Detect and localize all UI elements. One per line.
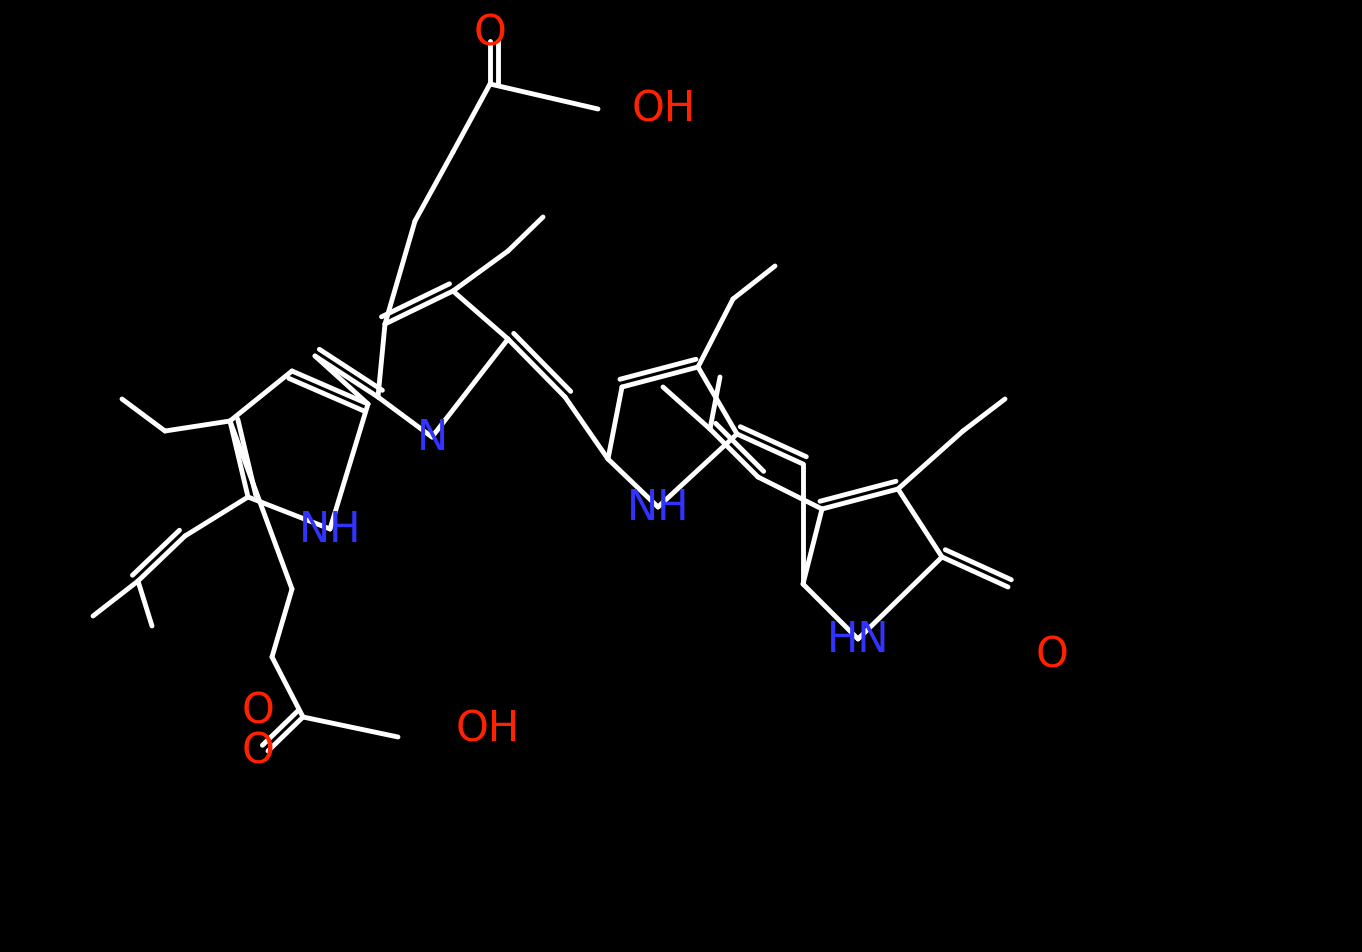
Text: N: N xyxy=(417,417,448,459)
Text: O: O xyxy=(241,690,274,732)
Text: O: O xyxy=(1035,633,1068,675)
Text: HN: HN xyxy=(827,619,889,661)
Text: OH: OH xyxy=(456,708,520,750)
Text: O: O xyxy=(241,730,274,772)
Text: OH: OH xyxy=(632,89,696,130)
Text: NH: NH xyxy=(627,486,689,528)
Text: O: O xyxy=(474,12,507,54)
Text: NH: NH xyxy=(298,508,361,550)
